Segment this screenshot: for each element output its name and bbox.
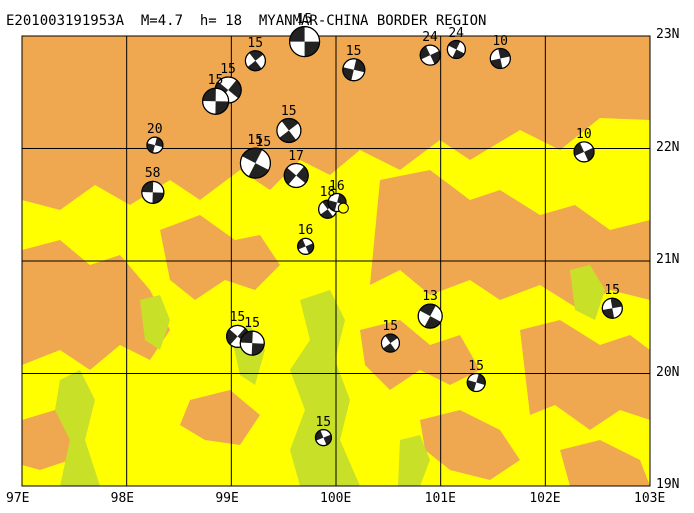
event-depth-label: 18 (319, 185, 336, 201)
event-depth-label: 16 (329, 178, 345, 194)
focal-mechanism-beachball (489, 47, 511, 70)
longitude-label: 99E (215, 491, 239, 506)
focal-mechanism-beachball (417, 303, 443, 329)
event-depth-label: 15 (247, 35, 264, 51)
event-depth-label: 17 (288, 148, 304, 164)
latitude-label: 20N (656, 364, 680, 380)
latitude-label: 23N (656, 27, 680, 42)
event-depth-label: 15 (255, 135, 272, 150)
epicenter-marker (337, 202, 349, 214)
event-depth-label: 15 (315, 414, 332, 430)
focal-mechanism-beachball (327, 192, 347, 213)
map-title: E201003191953A M=4.7 h= 18 MYANMAR-CHINA… (6, 13, 487, 29)
focal-mechanism-beachball (446, 39, 466, 60)
latitude-label: 21N (656, 252, 680, 267)
event-depth-label: 15 (229, 310, 246, 326)
focal-mechanism-beachball (380, 333, 401, 353)
latitude-label: 22N (656, 139, 680, 155)
focal-mechanism-beachball (601, 297, 623, 319)
event-depth-label: 20 (146, 122, 163, 138)
event-depth-label: 10 (492, 33, 508, 49)
focal-mechanism-beachball (466, 372, 486, 393)
longitude-label: 100E (320, 491, 352, 506)
focal-mechanism-beachball (342, 58, 366, 82)
focal-mechanism-beachball (141, 180, 165, 204)
focal-mechanism-beachball (314, 429, 333, 447)
event-depth-label: 15 (604, 283, 620, 299)
event-depth-label: 13 (422, 289, 438, 305)
event-depth-label: 15 (244, 316, 260, 332)
event-depth-label: 24 (422, 30, 438, 46)
event-depth-label: 15 (382, 319, 399, 335)
longitude-label: 97E (6, 491, 30, 506)
event-depth-label: 24 (448, 25, 465, 41)
event-depth-label: 15 (247, 133, 264, 149)
focal-mechanism-beachball (289, 26, 321, 58)
graticule (22, 36, 650, 486)
focal-mechanism-beachball (276, 117, 302, 144)
focal-mechanism-beachball (146, 136, 164, 154)
events-layer (141, 26, 623, 447)
longitude-label: 101E (424, 491, 456, 506)
event-depth-label: 58 (144, 166, 161, 182)
focal-mechanism-beachball (202, 87, 230, 115)
focal-mechanism-beachball (573, 141, 595, 163)
event-depth-label: 10 (576, 126, 592, 142)
focal-mechanism-beachball (244, 50, 267, 72)
focal-mechanism-beachball (239, 330, 265, 356)
event-depth-label: 15 (280, 103, 297, 119)
event-depth-label: 15 (220, 62, 236, 77)
event-depth-label: 15 (296, 11, 313, 27)
longitude-label: 102E (529, 491, 561, 506)
event-depth-label: 16 (297, 223, 314, 239)
focal-mechanism-beachball (297, 237, 315, 255)
longitude-label: 98E (110, 491, 135, 506)
event-depth-label: 15 (345, 43, 362, 59)
event-depth-label: 15 (207, 73, 224, 89)
event-depth-label: 15 (468, 358, 484, 374)
longitude-label: 103E (634, 491, 666, 506)
latitude-label: 19N (656, 477, 680, 492)
focal-mechanism-beachball (419, 44, 441, 66)
focal-mechanism-beachball (283, 162, 309, 189)
focal-mechanism-beachball (239, 147, 272, 179)
